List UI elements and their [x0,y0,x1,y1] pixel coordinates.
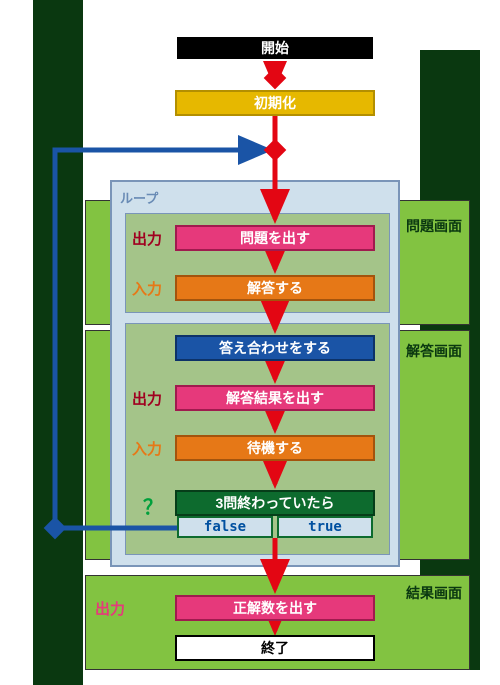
screen1-label: 問題画面 [406,216,462,236]
score-node: 正解数を出す [175,595,375,621]
false-branch: false [177,516,273,538]
screen3-label: 結果画面 [406,583,462,603]
in-label-2: 入力 [132,438,162,459]
in-label-1: 入力 [132,278,162,299]
wait-node: 待機する [175,435,375,461]
cond-node: 3問終わっていたら [175,490,375,516]
q-label: ？ [143,491,163,520]
out-label-2: 出力 [132,388,162,409]
check-node: 答え合わせをする [175,335,375,361]
true-branch: true [277,516,373,538]
out-label-1: 出力 [132,228,162,249]
loop-label: ループ [120,188,158,207]
start-node: 開始 [175,35,375,61]
flowchart: ループ 開始 初期化 問題を出す 解答する 答え合わせをする 解答結果を出す 待… [0,0,500,685]
init-node: 初期化 [175,90,375,116]
out-label-3: 出力 [95,598,125,619]
result-node: 解答結果を出す [175,385,375,411]
end-node: 終了 [175,635,375,661]
answer-node: 解答する [175,275,375,301]
question-node: 問題を出す [175,225,375,251]
screen2-label: 解答画面 [406,341,462,361]
